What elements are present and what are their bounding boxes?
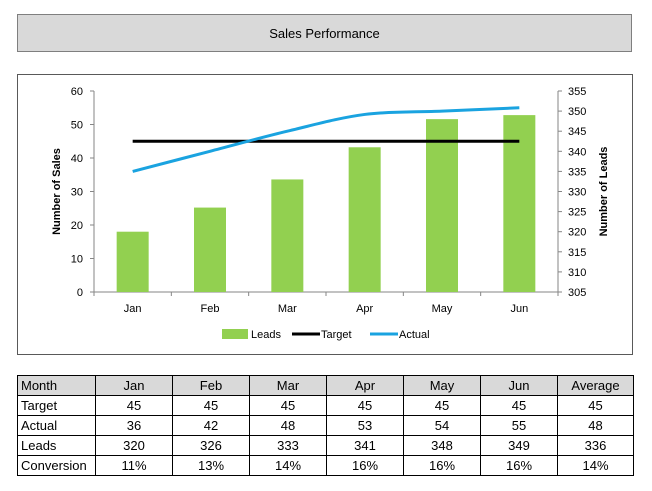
header-cell: Apr bbox=[326, 375, 404, 396]
legend-label: Target bbox=[321, 329, 352, 341]
table-cell: 320 bbox=[95, 435, 173, 456]
header-cell: Average bbox=[557, 375, 634, 396]
y-left-tick-label: 50 bbox=[71, 120, 83, 132]
table-cell: 16% bbox=[403, 455, 481, 476]
table-cell: 48 bbox=[249, 415, 327, 436]
table-cell: 341 bbox=[326, 435, 404, 456]
table-cell: 348 bbox=[403, 435, 481, 456]
bar-leads bbox=[116, 231, 149, 292]
bar-leads bbox=[426, 119, 458, 292]
bar-leads bbox=[348, 147, 381, 292]
table-header-row: Month Jan Feb Mar Apr May Jun Average bbox=[17, 375, 634, 396]
table-cell: 45 bbox=[249, 395, 327, 416]
y-right-tick-label: 340 bbox=[568, 146, 586, 158]
table-cell: 11% bbox=[95, 455, 173, 476]
y-axis-right-title: Number of Leads bbox=[598, 147, 610, 237]
x-tick-label: Apr bbox=[356, 303, 373, 315]
table-cell: 45 bbox=[95, 395, 173, 416]
y-left-tick-label: 20 bbox=[71, 220, 83, 232]
table-cell: 336 bbox=[557, 435, 634, 456]
y-right-tick-label: 315 bbox=[568, 247, 586, 259]
table-cell: 45 bbox=[557, 395, 634, 416]
chart-title-bar: Sales Performance bbox=[17, 14, 632, 52]
header-cell: Mar bbox=[249, 375, 327, 396]
table-row: Leads 320 326 333 341 348 349 336 bbox=[17, 435, 634, 456]
bar-leads bbox=[271, 179, 304, 292]
y-left-tick-label: 40 bbox=[71, 153, 83, 165]
x-tick-label: Feb bbox=[201, 303, 220, 315]
header-cell: Feb bbox=[172, 375, 250, 396]
y-left-tick-label: 10 bbox=[71, 254, 83, 266]
y-right-tick-label: 335 bbox=[568, 166, 586, 178]
y-right-tick-label: 345 bbox=[568, 126, 586, 138]
bar-leads bbox=[194, 207, 226, 292]
y-left-tick-label: 0 bbox=[77, 287, 83, 299]
table-row: Target 45 45 45 45 45 45 45 bbox=[17, 395, 634, 416]
y-right-tick-label: 305 bbox=[568, 287, 586, 299]
table-row: Conversion 11% 13% 14% 16% 16% 16% 14% bbox=[17, 455, 634, 476]
y-left-tick-label: 30 bbox=[71, 187, 83, 199]
y-right-tick-label: 310 bbox=[568, 267, 586, 279]
table-cell: 45 bbox=[326, 395, 404, 416]
table-cell: 54 bbox=[403, 415, 481, 436]
x-tick-label: Mar bbox=[278, 303, 297, 315]
table-cell: 16% bbox=[480, 455, 558, 476]
y-right-tick-label: 320 bbox=[568, 227, 586, 239]
table-cell: 53 bbox=[326, 415, 404, 436]
table-cell: 13% bbox=[172, 455, 250, 476]
row-label: Leads bbox=[17, 435, 96, 456]
legend-label: Leads bbox=[251, 329, 281, 341]
table-cell: 14% bbox=[557, 455, 634, 476]
table-cell: 55 bbox=[480, 415, 558, 436]
y-right-tick-label: 325 bbox=[568, 207, 586, 219]
chart-title: Sales Performance bbox=[269, 25, 380, 41]
row-label: Actual bbox=[17, 415, 96, 436]
table-cell: 16% bbox=[326, 455, 404, 476]
y-left-tick-label: 60 bbox=[71, 86, 83, 98]
table-cell: 42 bbox=[172, 415, 250, 436]
chart-frame: 0 10 20 30 40 50 60 305 310 315 320 325 330 335 340 345… bbox=[17, 74, 633, 355]
line-actual bbox=[132, 106, 520, 173]
table-row: Actual 36 42 48 53 54 55 48 bbox=[17, 415, 634, 436]
table-cell: 45 bbox=[403, 395, 481, 416]
combo-chart: 0 10 20 30 40 50 60 305 310 315 320 325 330 335 340 345… bbox=[51, 86, 610, 341]
x-tick-label: Jan bbox=[124, 303, 142, 315]
row-label: Conversion bbox=[17, 455, 96, 476]
y-right-tick-label: 355 bbox=[568, 86, 586, 98]
header-cell: May bbox=[403, 375, 481, 396]
header-cell: Month bbox=[17, 375, 96, 396]
x-tick-label: May bbox=[432, 303, 453, 315]
header-cell: Jun bbox=[480, 375, 558, 396]
y-right-tick-label: 330 bbox=[568, 187, 586, 199]
table-cell: 14% bbox=[249, 455, 327, 476]
table-cell: 326 bbox=[172, 435, 250, 456]
data-table: Month Jan Feb Mar Apr May Jun Average Ta… bbox=[17, 375, 634, 476]
row-label: Target bbox=[17, 395, 96, 416]
table-cell: 48 bbox=[557, 415, 634, 436]
table-cell: 349 bbox=[480, 435, 558, 456]
table-cell: 333 bbox=[249, 435, 327, 456]
bar-leads bbox=[503, 115, 536, 292]
legend-swatch-leads bbox=[222, 329, 248, 339]
x-tick-label: Jun bbox=[510, 303, 528, 315]
legend-label: Actual bbox=[399, 329, 430, 341]
y-axis-left-title: Number of Sales bbox=[51, 148, 63, 235]
table-cell: 45 bbox=[480, 395, 558, 416]
header-cell: Jan bbox=[95, 375, 173, 396]
table-cell: 36 bbox=[95, 415, 173, 436]
table-cell: 45 bbox=[172, 395, 250, 416]
y-right-tick-label: 350 bbox=[568, 106, 586, 118]
